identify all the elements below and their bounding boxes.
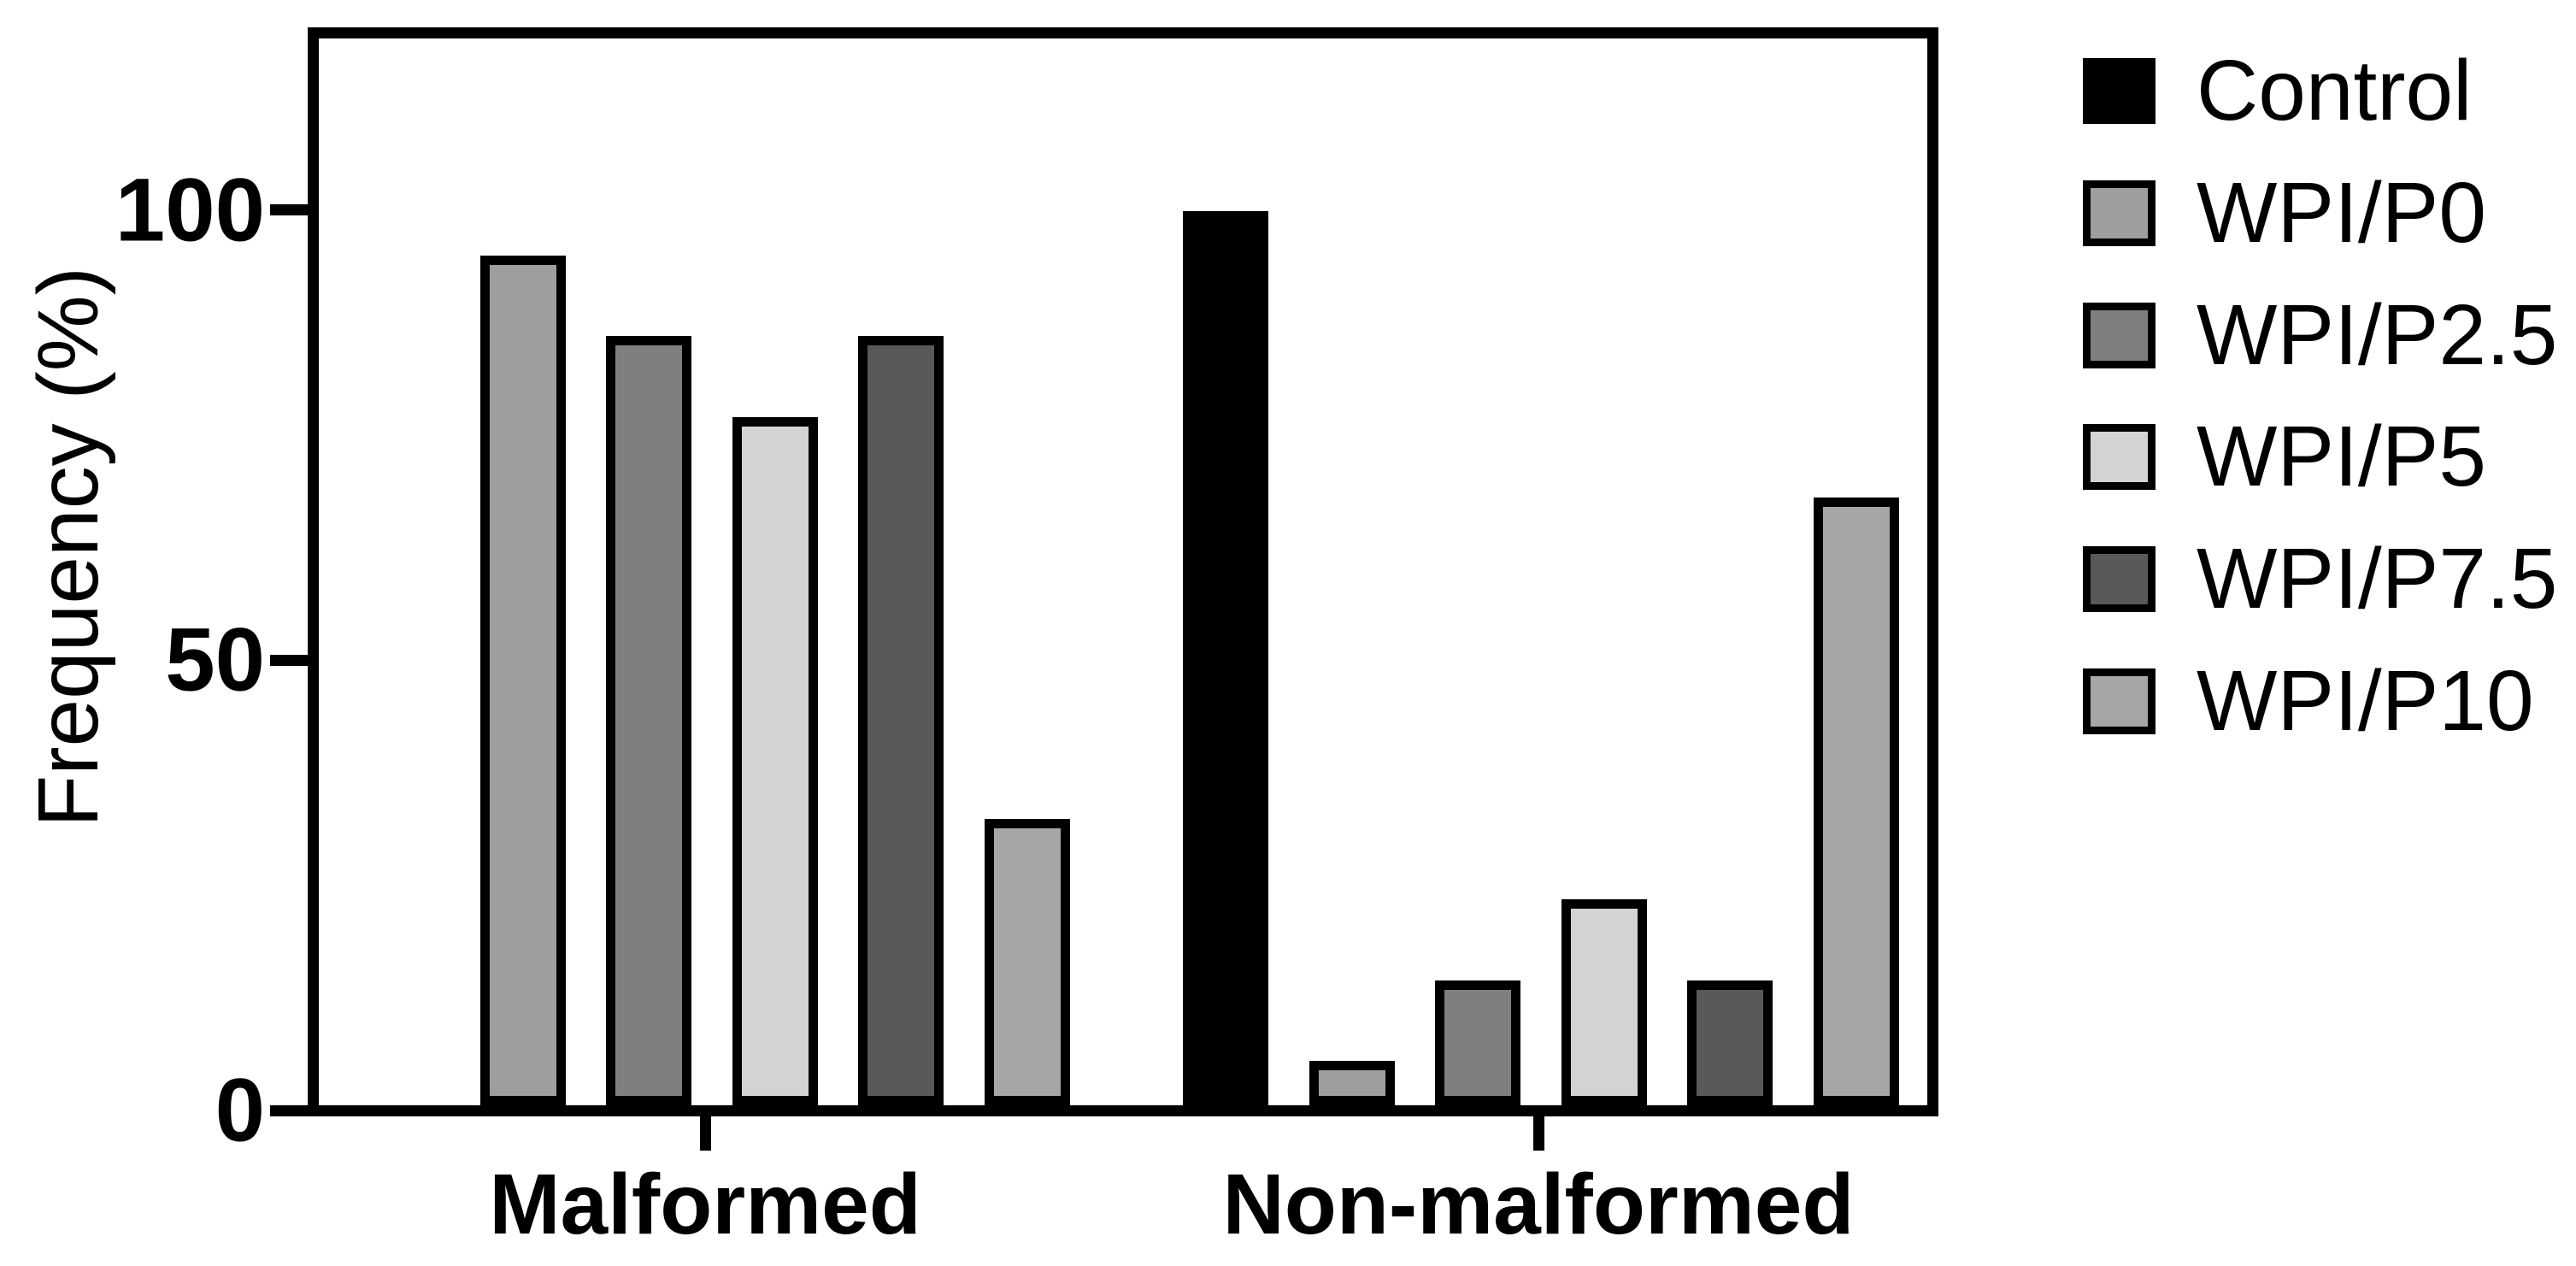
legend-swatch-icon — [2083, 58, 2155, 124]
plot-frame — [308, 27, 1938, 1116]
bar-non-malformed-wpi-p10 — [1813, 498, 1899, 1105]
x-axis-category-label: Non-malformed — [1222, 1157, 1855, 1252]
legend-swatch-icon — [2083, 303, 2155, 368]
bar-malformed-wpi-p10 — [984, 819, 1070, 1105]
legend-label: WPI/P7.5 — [2197, 531, 2558, 627]
legend-label: WPI/P5 — [2197, 409, 2486, 504]
y-axis-title: Frequency (%) — [21, 267, 116, 827]
bar-non-malformed-wpi-p5 — [1561, 899, 1647, 1105]
legend-label: WPI/P0 — [2197, 165, 2486, 261]
bar-non-malformed-wpi-p2-5 — [1435, 980, 1520, 1105]
legend-label: WPI/P2.5 — [2197, 287, 2558, 383]
legend-label: Control — [2197, 43, 2473, 138]
y-axis-tick-label: 100 — [115, 160, 265, 260]
bar-malformed-wpi-p5 — [732, 417, 818, 1105]
y-axis-tick-label: 50 — [165, 609, 265, 710]
legend-swatch-icon — [2083, 668, 2155, 734]
bar-malformed-wpi-p7-5 — [858, 336, 944, 1105]
bar-non-malformed-wpi-p0 — [1309, 1061, 1395, 1105]
x-axis-category-label: Malformed — [489, 1157, 921, 1252]
x-axis-tick-mark — [1532, 1116, 1544, 1151]
bar-malformed-wpi-p2-5 — [606, 336, 691, 1105]
legend-swatch-icon — [2083, 546, 2155, 612]
legend-swatch-icon — [2083, 424, 2155, 490]
legend-swatch-icon — [2083, 180, 2155, 246]
x-axis-tick-mark — [699, 1116, 711, 1151]
bar-non-malformed-wpi-p7-5 — [1687, 980, 1773, 1105]
bar-malformed-wpi-p0 — [479, 256, 566, 1105]
y-axis-tick-mark — [270, 1104, 308, 1116]
bar-non-malformed-control — [1183, 211, 1268, 1105]
legend-label: WPI/P10 — [2197, 653, 2534, 749]
y-axis-tick-mark — [270, 204, 308, 215]
plot-area — [319, 38, 1927, 1105]
y-axis-tick-label: 0 — [215, 1060, 265, 1161]
y-axis-tick-mark — [270, 654, 308, 666]
